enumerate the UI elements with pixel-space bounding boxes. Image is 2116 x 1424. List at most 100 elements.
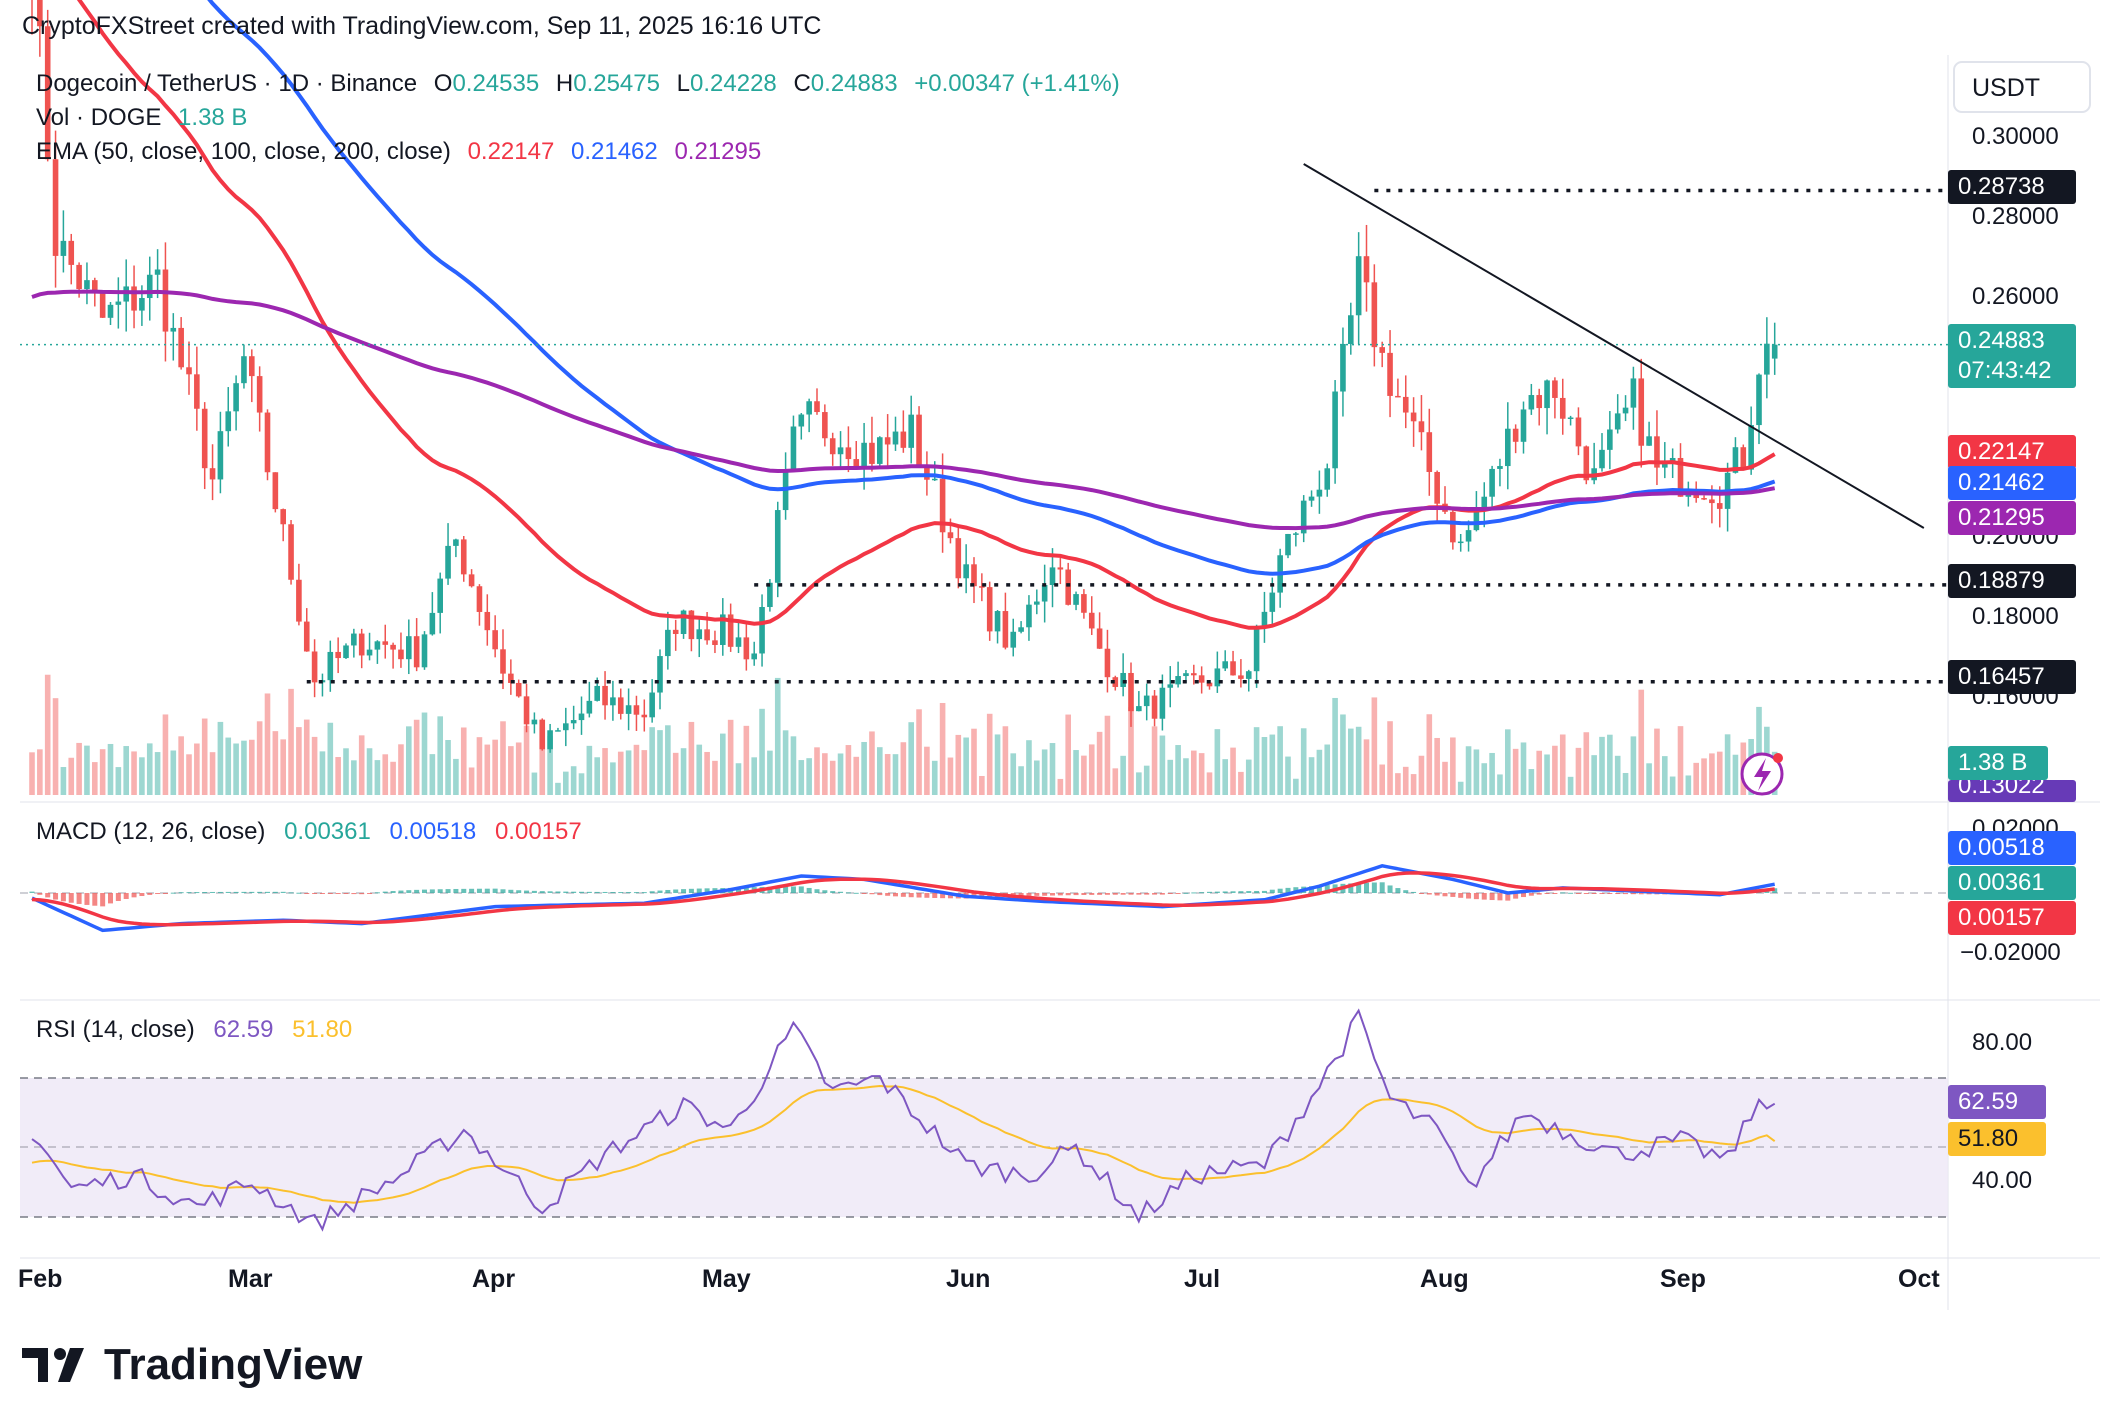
volume-bar [1112, 768, 1119, 795]
candle-body [979, 586, 985, 588]
macd-hist-bar [1607, 893, 1613, 894]
candle-body [1230, 661, 1236, 676]
volume-bar [1348, 728, 1354, 795]
volume-bar [1426, 714, 1433, 795]
macd-hist-bar [571, 891, 577, 893]
volume-bar [806, 758, 812, 795]
candle-body [476, 586, 483, 612]
currency-button[interactable] [1953, 61, 2091, 113]
candle-body [759, 607, 765, 654]
candle-body [1034, 601, 1040, 605]
signal-axis-label: 0.00157 [1948, 901, 2076, 935]
volume-bar [1512, 748, 1519, 795]
volume-bar [1128, 707, 1134, 795]
candle-body [1245, 671, 1252, 679]
volume-bar [1709, 753, 1715, 795]
volume-bar [1410, 774, 1417, 795]
macd-hist-bar [304, 893, 310, 894]
macd-hist-bar [312, 893, 318, 894]
volume-bar [1261, 737, 1268, 795]
volume-bar [939, 702, 946, 795]
candle-body [60, 240, 67, 256]
candle-body [1340, 343, 1346, 392]
volume-bar [445, 740, 451, 795]
candle-body [1222, 661, 1228, 669]
macd-hist-bar [1418, 893, 1424, 894]
candle-body [280, 509, 286, 525]
candle-body [170, 327, 177, 332]
candle-body [1214, 668, 1221, 687]
macd-hist-bar [1167, 893, 1173, 894]
macd-hist-bar [516, 890, 522, 893]
macd-hist-value: 0.00361 [284, 818, 371, 845]
volume-bar [335, 757, 341, 795]
time-tick: Mar [228, 1265, 273, 1293]
last-price-label: 0.24883 [1948, 324, 2076, 358]
time-tick: Jun [946, 1265, 990, 1293]
volume-bar [1191, 750, 1197, 795]
macd-hist-bar [1120, 893, 1126, 895]
candle-body [249, 356, 255, 377]
volume-bar [1340, 714, 1346, 795]
volume-bar [1457, 781, 1464, 795]
candle-body [154, 269, 161, 275]
macd-hist-bar [1324, 885, 1330, 893]
candle-body [1387, 352, 1393, 396]
macd-hist-bar [1450, 893, 1456, 897]
candle-body [429, 612, 436, 635]
candle-body [1756, 374, 1762, 426]
macd-hist-bar [217, 891, 223, 893]
symbol-label: Dogecoin / TetherUS · 1D · Binance [36, 70, 418, 97]
macd-hist-bar [1552, 893, 1558, 894]
volume-bar [1489, 752, 1495, 795]
high-label: H [555, 70, 574, 97]
volume-bar [853, 756, 860, 795]
macd-hist-bar [225, 891, 231, 893]
volume-bar [131, 751, 137, 795]
ema100-value: 0.21462 [571, 138, 658, 165]
candle-body [178, 327, 184, 368]
candle-body [233, 383, 239, 412]
volume-bar [1528, 769, 1535, 795]
volume-bar [1395, 773, 1401, 795]
volume-bar [704, 751, 710, 795]
macd-hist-bar [1081, 893, 1087, 895]
volume-bar [217, 721, 224, 795]
candle-body [1583, 446, 1590, 481]
candle-body [790, 426, 797, 470]
volume-bar [99, 749, 106, 795]
lightning-icon[interactable] [1740, 752, 1784, 796]
macd-hist-bar [500, 889, 506, 893]
macd-hist-bar [547, 891, 553, 893]
macd-hist-bar [123, 893, 129, 899]
tradingview-logo[interactable]: TradingView [22, 1340, 362, 1390]
candle-body [877, 437, 883, 464]
macd-hist-bar [947, 893, 953, 899]
candle-body [1544, 380, 1550, 409]
volume-bar [1646, 763, 1652, 795]
macd-hist-bar [272, 891, 278, 893]
candle-body [1088, 612, 1095, 629]
chart-caption: CryptoFXStreet created with TradingView.… [22, 12, 822, 40]
candle-body [1528, 395, 1535, 410]
volume-bar [29, 752, 35, 795]
candle-body [1614, 413, 1621, 430]
macd-hist-bar [1175, 893, 1181, 894]
volume-bar [1285, 756, 1291, 795]
macd-hist-bar [280, 891, 286, 893]
candle-body [1489, 468, 1495, 497]
volume-bar [1756, 706, 1762, 795]
volume-bar [1638, 689, 1645, 795]
volume-bar [1151, 726, 1158, 795]
candle-body [1646, 436, 1652, 446]
price-tick: 0.30000 [1972, 123, 2059, 150]
volume-bar [1481, 763, 1488, 795]
macd-hist-bar [861, 893, 867, 894]
macd-hist-bar [1238, 891, 1244, 893]
candle-body [900, 431, 907, 448]
macd-hist-bar [1222, 891, 1228, 893]
candle-body [1607, 429, 1613, 450]
candle-body [1457, 541, 1464, 544]
macd-hist-bar [610, 892, 616, 894]
volume-bar [186, 754, 192, 795]
